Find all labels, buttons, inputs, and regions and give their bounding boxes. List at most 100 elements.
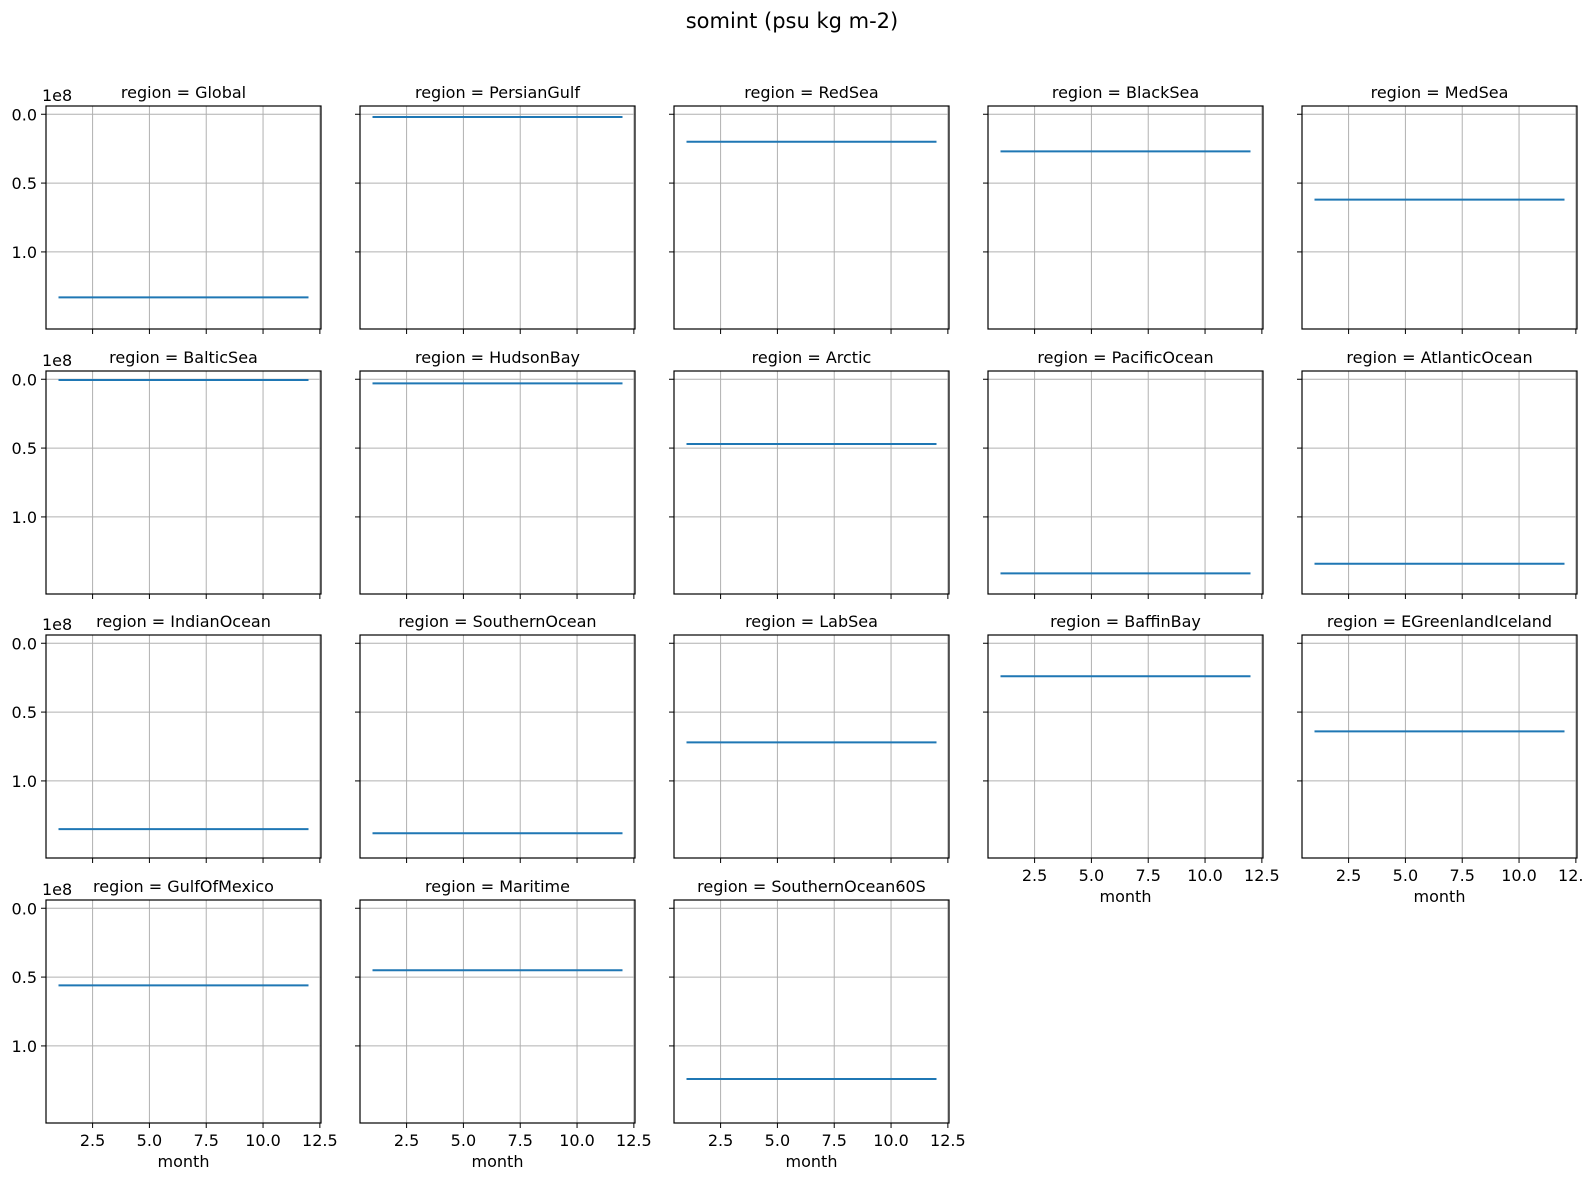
y-tick-label: 0.0 (12, 370, 37, 389)
panel: region = EGreenlandIceland 2.5 5.0 7.5 10.0 1… (1297, 612, 1584, 906)
x-tick-label: 10.0 (873, 1131, 909, 1150)
x-tick-label: 12.5 (302, 1131, 338, 1150)
x-tick-label: 5.0 (1393, 866, 1418, 885)
y-tick-label: 0.5 (12, 968, 37, 987)
x-tick-label: 10.0 (245, 1131, 281, 1150)
y-tick-label: 1.0 (12, 1037, 37, 1056)
panel: region = PersianGulf (355, 83, 636, 334)
panel: region = AtlanticOcean (1297, 348, 1578, 599)
x-axis-label: month (158, 1152, 210, 1171)
panel: region = Arctic (669, 348, 950, 599)
x-tick-label: 7.5 (1136, 866, 1161, 885)
y-offset-label: 1e8 (42, 86, 72, 105)
y-tick-label: 0.0 (12, 105, 37, 124)
axes-frame (673, 634, 950, 859)
x-tick-label: 10.0 (559, 1131, 595, 1150)
panel: region = BlackSea (983, 83, 1264, 334)
panel: region = BalticSea 0.0 0.5 1.0 1e8 (12, 348, 322, 599)
panel: region = Maritime 2.5 5.0 7.5 10.0 12.5 month (355, 877, 652, 1171)
axes-frame (673, 370, 950, 595)
y-tick-label: 1.0 (12, 243, 37, 262)
axes-frame (987, 370, 1264, 595)
panel: region = MedSea (1297, 83, 1578, 334)
x-tick-label: 12.5 (616, 1131, 652, 1150)
panel-title: region = IndianOcean (96, 612, 271, 631)
y-tick-label: 0.0 (12, 899, 37, 918)
panel-title: region = RedSea (744, 83, 878, 102)
y-tick-label: 0.5 (12, 174, 37, 193)
panel: region = SouthernOcean (355, 612, 636, 863)
x-tick-label: 5.0 (451, 1131, 476, 1150)
axes-frame (1301, 105, 1578, 330)
y-tick-label: 0.5 (12, 703, 37, 722)
y-tick-label: 1.0 (12, 772, 37, 791)
y-offset-label: 1e8 (42, 615, 72, 634)
x-axis-label: month (786, 1152, 838, 1171)
y-offset-label: 1e8 (42, 880, 72, 899)
panel-title: region = PersianGulf (415, 83, 580, 102)
panel-title: region = AtlanticOcean (1346, 348, 1532, 367)
x-tick-label: 7.5 (822, 1131, 847, 1150)
axes-frame (1301, 370, 1578, 595)
panel-title: region = SouthernOcean (398, 612, 596, 631)
panel: region = GulfOfMexico 0.0 0.5 1.0 1e8 2.5 5.0 7… (12, 877, 338, 1171)
y-tick-label: 0.0 (12, 634, 37, 653)
y-tick-label: 1.0 (12, 508, 37, 527)
x-tick-label: 5.0 (1079, 866, 1104, 885)
panel: region = IndianOcean 0.0 0.5 1.0 1e8 (12, 612, 322, 863)
panel-title: region = BalticSea (109, 348, 258, 367)
panel: region = RedSea (669, 83, 950, 334)
axes-frame (987, 105, 1264, 330)
panel-title: region = BlackSea (1052, 83, 1199, 102)
axes-frame (987, 634, 1264, 859)
x-tick-label: 10.0 (1501, 866, 1537, 885)
panel-grid: region = Global 0.0 0.5 1.0 1e8 region = Pers… (12, 83, 1584, 1171)
panel-title: region = Global (121, 83, 246, 102)
panel: region = SouthernOcean60S 2.5 5.0 7.5 10.0 12… (669, 877, 966, 1171)
axes-frame (45, 370, 322, 595)
x-tick-label: 2.5 (708, 1131, 733, 1150)
x-tick-label: 10.0 (1187, 866, 1223, 885)
axes-frame (359, 899, 636, 1124)
x-tick-label: 2.5 (1022, 866, 1047, 885)
x-tick-label: 7.5 (194, 1131, 219, 1150)
panel-title: region = BaffinBay (1050, 612, 1201, 631)
panel: region = LabSea (669, 612, 950, 863)
axes-frame (673, 105, 950, 330)
x-axis-label: month (472, 1152, 524, 1171)
panel-title: region = LabSea (745, 612, 878, 631)
x-tick-label: 2.5 (1336, 866, 1361, 885)
panel-title: region = Maritime (425, 877, 570, 896)
panel-title: region = MedSea (1371, 83, 1509, 102)
y-tick-label: 0.5 (12, 439, 37, 458)
x-tick-label: 12.5 (1244, 866, 1280, 885)
y-offset-label: 1e8 (42, 351, 72, 370)
axes-frame (1301, 634, 1578, 859)
x-tick-label: 5.0 (137, 1131, 162, 1150)
panel-title: region = SouthernOcean60S (697, 877, 926, 896)
axes-frame (45, 899, 322, 1124)
x-tick-label: 7.5 (1450, 866, 1475, 885)
panel-title: region = HudsonBay (415, 348, 580, 367)
panel-title: region = Arctic (752, 348, 872, 367)
x-tick-label: 5.0 (765, 1131, 790, 1150)
panel: region = BaffinBay 2.5 5.0 7.5 10.0 12.5 month (983, 612, 1280, 906)
x-tick-label: 12.5 (1558, 866, 1584, 885)
axes-frame (45, 634, 322, 859)
x-axis-label: month (1414, 887, 1466, 906)
x-axis-label: month (1100, 887, 1152, 906)
panel-title: region = GulfOfMexico (93, 877, 274, 896)
axes-frame (45, 105, 322, 330)
panel-title: region = PacificOcean (1037, 348, 1213, 367)
axes-frame (359, 634, 636, 859)
x-tick-label: 2.5 (80, 1131, 105, 1150)
x-tick-label: 12.5 (930, 1131, 966, 1150)
x-tick-label: 7.5 (508, 1131, 533, 1150)
axes-frame (359, 370, 636, 595)
axes-frame (673, 899, 950, 1124)
panel: region = HudsonBay (355, 348, 636, 599)
panel: region = PacificOcean (983, 348, 1264, 599)
figure-title: somint (psu kg m-2) (686, 9, 899, 33)
panel: region = Global 0.0 0.5 1.0 1e8 (12, 83, 322, 334)
